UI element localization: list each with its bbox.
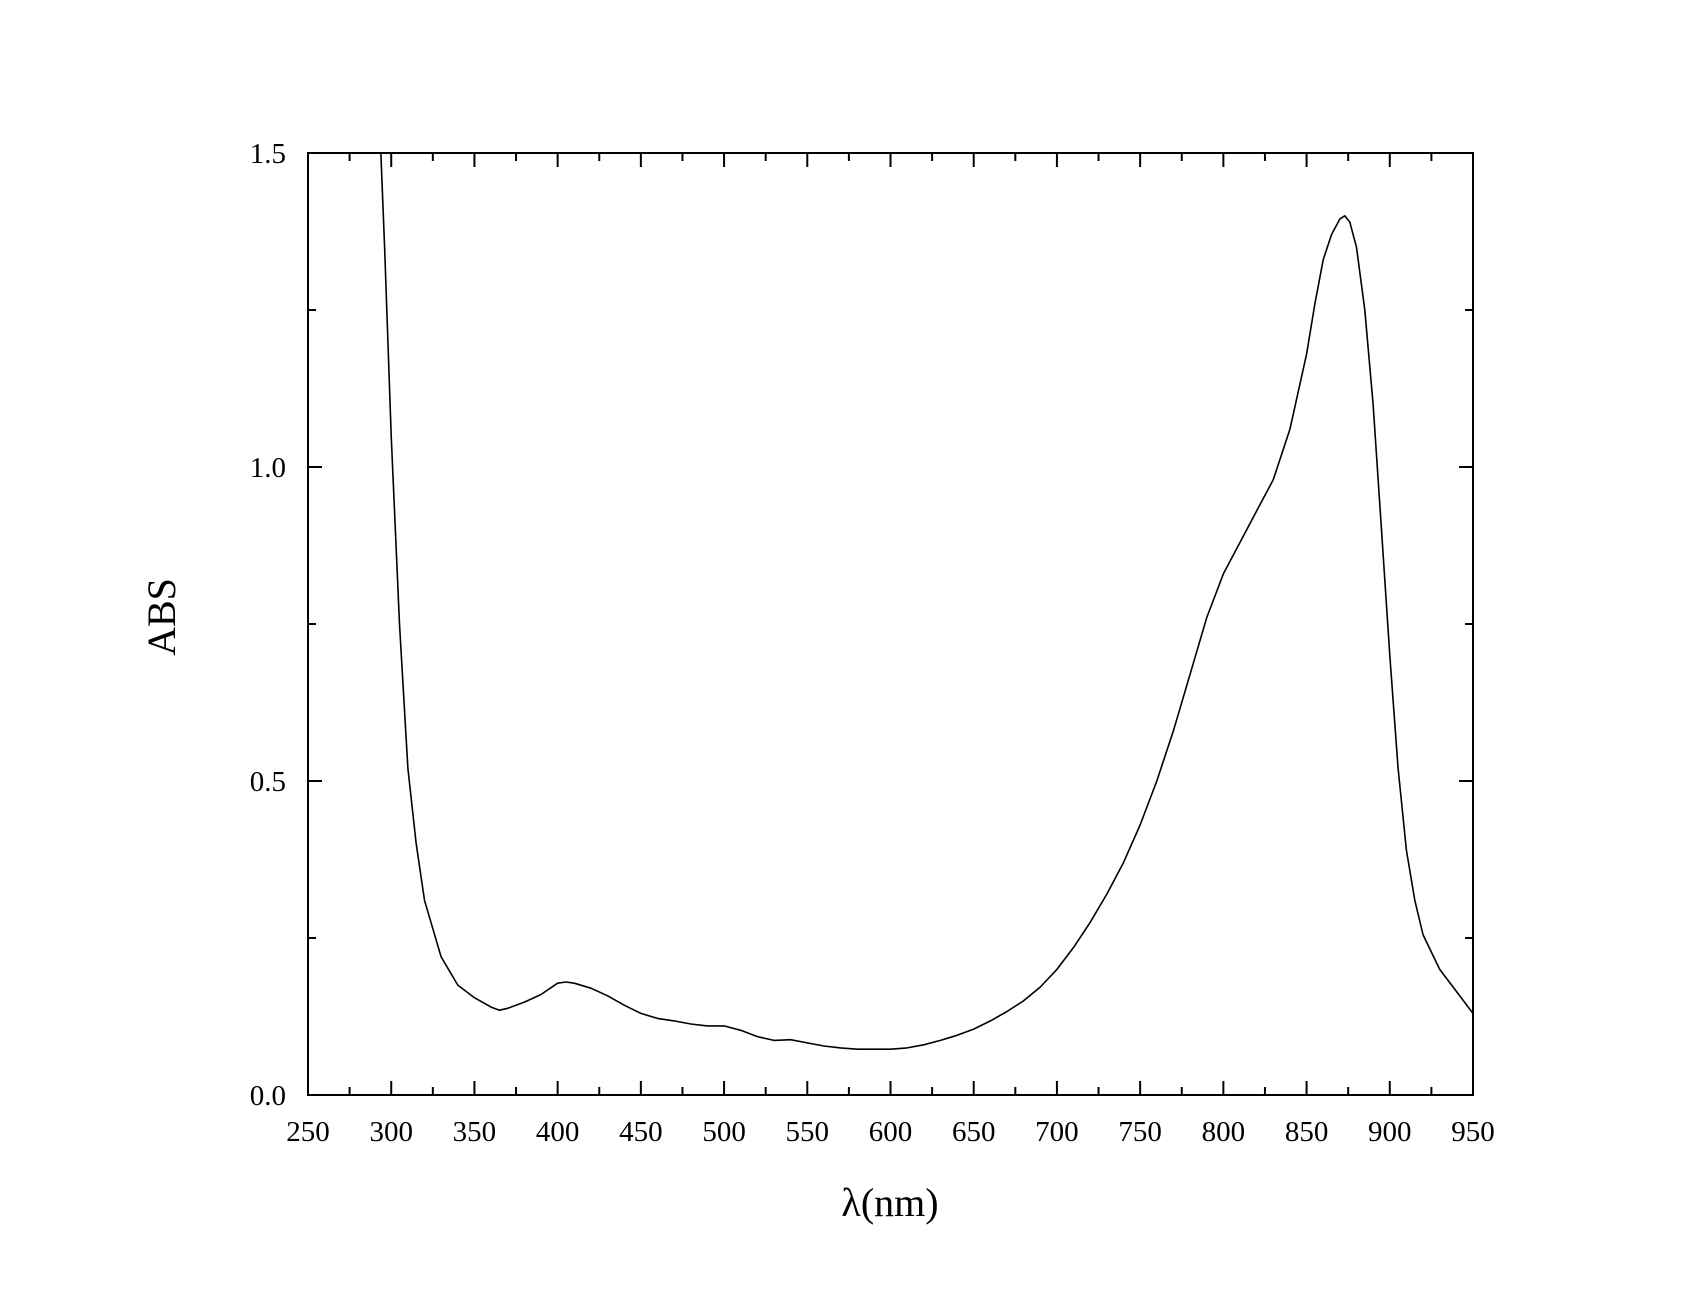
y-tick-label: 1.5: [250, 138, 286, 170]
x-tick-label: 900: [1368, 1116, 1412, 1148]
absorbance-series-line: [380, 153, 1473, 1050]
y-axis-title: ABS: [139, 578, 184, 656]
x-tick-label: 250: [286, 1116, 330, 1148]
x-tick-label: 350: [453, 1116, 497, 1148]
x-tick-label: 700: [1035, 1116, 1079, 1148]
x-tick-label: 800: [1202, 1116, 1246, 1148]
x-tick-label: 600: [869, 1116, 913, 1148]
x-tick-label: 450: [619, 1116, 663, 1148]
plot-frame: [307, 152, 1474, 1096]
y-tick-label: 0.5: [250, 766, 286, 798]
x-tick-label: 650: [952, 1116, 996, 1148]
x-tick-labels: 250 300 350 400 450 500 550 600 650 700 750 800 850 9…: [286, 1116, 1495, 1148]
x-tick-label: 400: [536, 1116, 580, 1148]
y-tick-labels: 0.0 0.5 1.0 1.5: [250, 138, 286, 1112]
x-tick-label: 950: [1451, 1116, 1495, 1148]
x-tick-label: 750: [1118, 1116, 1162, 1148]
tick-marks: [307, 152, 1474, 1096]
x-tick-label: 850: [1285, 1116, 1329, 1148]
x-tick-label: 300: [369, 1116, 413, 1148]
x-axis-title: λ(nm): [841, 1180, 938, 1225]
x-tick-label: 500: [702, 1116, 746, 1148]
x-tick-label: 550: [786, 1116, 830, 1148]
y-tick-label: 1.0: [250, 452, 286, 484]
y-tick-label: 0.0: [250, 1080, 286, 1112]
